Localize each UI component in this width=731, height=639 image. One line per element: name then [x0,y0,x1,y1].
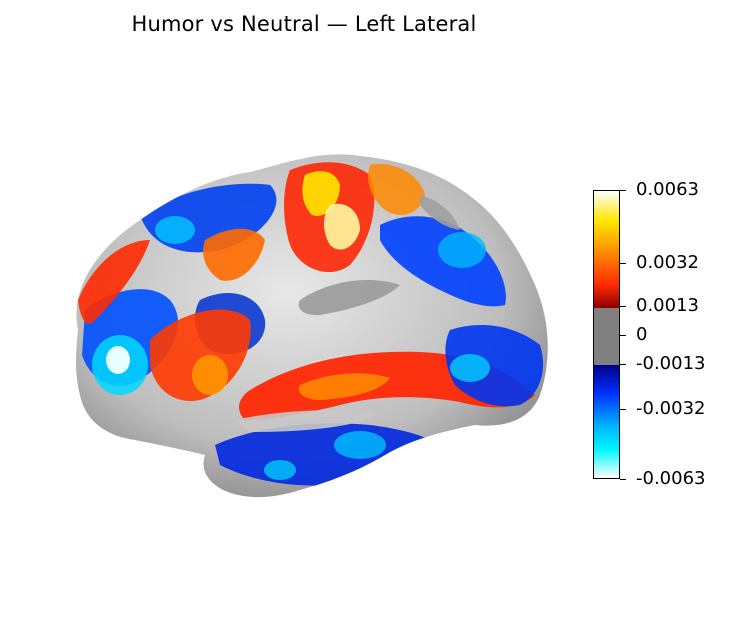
figure-title: Humor vs Neutral — Left Lateral [131,12,477,36]
colorbar-tick-label: 0.0013 [636,295,699,316]
colorbar-tick-label: -0.0032 [636,398,706,419]
colorbar-gradient [594,191,619,478]
colorbar-tick [620,306,626,307]
colorbar-tick-label: 0 [636,324,648,345]
colorbar-tick-label: -0.0063 [636,468,706,489]
colorbar-tick [620,263,626,264]
colorbar-tick [620,335,626,336]
colorbar-tick-label: -0.0013 [636,353,706,374]
colorbar-tick-label: 0.0063 [636,179,699,200]
colorbar-tick [620,364,626,365]
colorbar-tick-label: 0.0032 [636,252,699,273]
colorbar-tick [620,409,626,410]
colorbar [593,190,620,479]
colorbar-tick [620,479,626,480]
colorbar-tick [620,190,626,191]
